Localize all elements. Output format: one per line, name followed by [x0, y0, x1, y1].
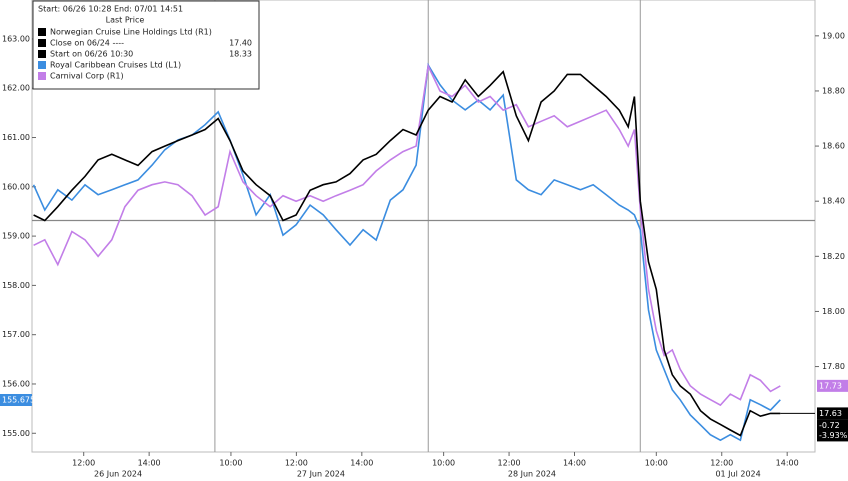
x-tick-label: 12:00 — [498, 459, 521, 468]
legend-swatch — [38, 72, 46, 80]
last-value-label: 17.73 — [819, 381, 842, 390]
legend-swatch — [38, 28, 46, 36]
pct-change: -3.93% — [819, 431, 848, 440]
date-label: 01 Jul 2024 — [715, 470, 760, 479]
legend-header: Start: 06/26 10:28 End: 07/01 14:51 — [38, 5, 183, 14]
x-tick-label: 12:00 — [72, 459, 95, 468]
y2-tick-label: 18.60 — [822, 142, 845, 151]
last-value-badge — [817, 407, 848, 420]
date-label: 27 Jun 2024 — [297, 470, 345, 479]
date-label: 28 Jun 2024 — [508, 470, 556, 479]
change-badge — [817, 419, 848, 442]
last-value-label: 17.63 — [819, 409, 842, 418]
net-change: -0.72 — [819, 421, 840, 430]
y-tick-label: 163.00 — [2, 34, 30, 43]
legend-label: Close on 06/24 ---- — [50, 39, 124, 48]
last-value-badge — [817, 379, 848, 392]
last-value-badge — [0, 393, 32, 406]
y2-tick-label: 17.80 — [822, 362, 845, 371]
y-tick-label: 156.00 — [2, 379, 30, 388]
y-tick-label: 160.00 — [2, 182, 30, 191]
legend-swatch — [38, 61, 46, 69]
x-tick-label: 14:00 — [350, 459, 373, 468]
date-label: 26 Jun 2024 — [94, 470, 142, 479]
legend-value: 17.40 — [229, 39, 252, 48]
y-tick-label: 158.00 — [2, 281, 30, 290]
x-tick-label: 10:00 — [219, 459, 242, 468]
x-tick-label: 12:00 — [285, 459, 308, 468]
x-tick-label: 14:00 — [776, 459, 799, 468]
legend: Start: 06/26 10:28 End: 07/01 14:51 Last … — [32, 0, 260, 90]
y2-tick-label: 18.80 — [822, 86, 845, 95]
legend-label: Start on 06/26 10:30 — [50, 50, 133, 59]
legend-label: Norwegian Cruise Line Holdings Ltd (R1) — [50, 28, 212, 37]
x-tick-label: 12:00 — [710, 459, 733, 468]
y-tick-label: 161.00 — [2, 133, 30, 142]
y2-tick-label: 19.00 — [822, 31, 845, 40]
y-tick-label: 157.00 — [2, 330, 30, 339]
x-tick-label: 10:00 — [432, 459, 455, 468]
legend-box — [32, 0, 260, 90]
y-tick-label: 162.00 — [2, 84, 30, 93]
legend-subheader: Last Price — [106, 16, 145, 25]
legend-label: Royal Caribbean Cruises Ltd (L1) — [50, 61, 181, 70]
series-line — [32, 62, 781, 442]
legend-swatch — [38, 50, 46, 58]
x-tick-label: 10:00 — [645, 459, 668, 468]
y-tick-label: 155.00 — [2, 429, 30, 438]
x-tick-label: 14:00 — [563, 459, 586, 468]
series-line — [33, 70, 781, 437]
y2-tick-label: 18.00 — [822, 307, 845, 316]
series-line — [33, 63, 781, 407]
x-tick-label: 14:00 — [138, 459, 161, 468]
y2-tick-label: 18.40 — [822, 197, 845, 206]
legend-swatch — [38, 39, 46, 47]
y-tick-label: 159.00 — [2, 232, 30, 241]
y2-tick-label: 18.20 — [822, 252, 845, 261]
legend-label: Carnival Corp (R1) — [50, 72, 124, 81]
last-value-label: 155.675 — [2, 395, 35, 404]
legend-value: 18.33 — [229, 50, 252, 59]
